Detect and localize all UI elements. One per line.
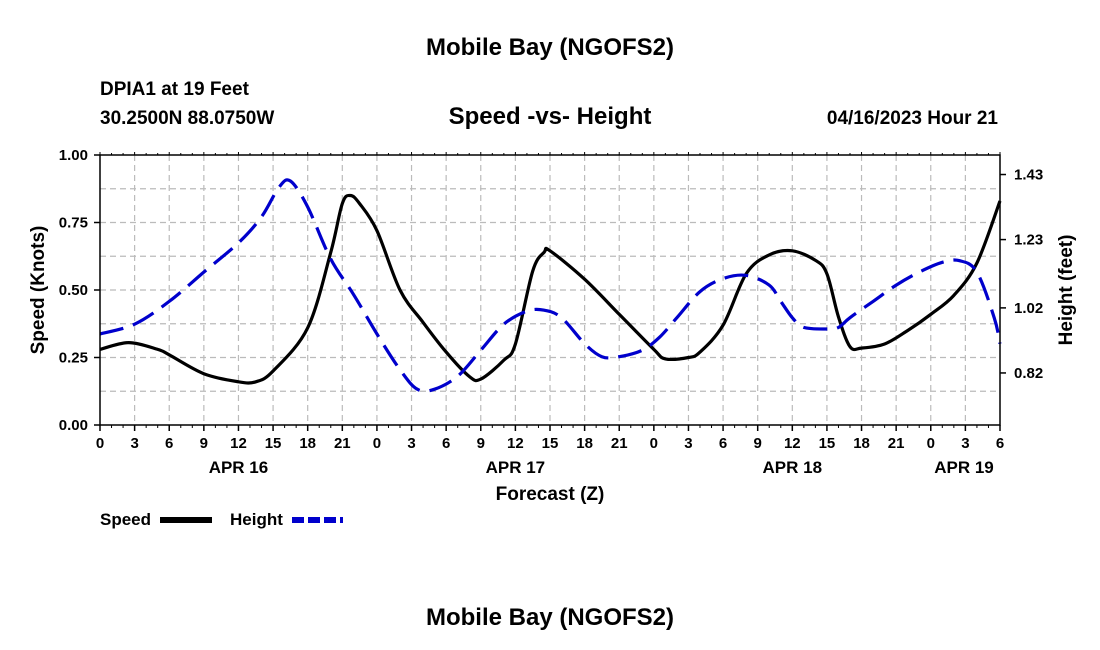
y2-tick-label: 1.23	[1014, 232, 1043, 249]
chart-title: Mobile Bay (NGOFS2)	[426, 34, 674, 61]
x-tick-label: 21	[334, 435, 351, 452]
x-axis-label: Forecast (Z)	[496, 484, 605, 505]
date-label: APR 17	[486, 458, 546, 477]
x-tick-label: 18	[853, 435, 870, 452]
axis-ticks: 0 3 6 9 12 15 18 21 0 3 6 9 12 15 18 21 0 3 6 9 12 15 18 21 0 3 6A…	[59, 147, 1043, 477]
x-tick-label: 6	[165, 435, 173, 452]
x-tick-label: 3	[961, 435, 969, 452]
x-tick-label: 12	[230, 435, 247, 452]
grid-lines	[100, 155, 1000, 425]
x-tick-label: 0	[96, 435, 104, 452]
x-tick-label: 12	[507, 435, 524, 452]
date-label: APR 16	[209, 458, 269, 477]
y2-axis-label: Height (feet)	[1056, 235, 1077, 346]
y-axis-label: Speed (Knots)	[28, 226, 49, 355]
x-tick-label: 18	[576, 435, 593, 452]
y2-tick-label: 0.82	[1014, 365, 1043, 382]
y-tick-label: 0.25	[59, 350, 88, 367]
y-tick-label: 0.75	[59, 215, 88, 232]
x-tick-label: 3	[130, 435, 138, 452]
footer-title: Mobile Bay (NGOFS2)	[426, 604, 674, 631]
forecast-datetime: 04/16/2023 Hour 21	[827, 108, 999, 129]
series-lines	[99, 178, 1002, 393]
x-tick-label: 0	[650, 435, 658, 452]
legend-speed-label: Speed	[100, 510, 151, 529]
y2-tick-label: 1.02	[1014, 300, 1043, 317]
x-tick-label: 3	[407, 435, 415, 452]
x-tick-label: 21	[611, 435, 628, 452]
x-tick-label: 0	[927, 435, 935, 452]
x-tick-label: 0	[373, 435, 381, 452]
chart-subtitle: Speed -vs- Height	[449, 103, 652, 130]
x-tick-label: 3	[684, 435, 692, 452]
y2-tick-label: 1.43	[1014, 167, 1043, 184]
x-tick-label: 15	[819, 435, 836, 452]
y-tick-label: 1.00	[59, 147, 88, 164]
x-tick-label: 18	[299, 435, 316, 452]
x-tick-label: 15	[265, 435, 282, 452]
x-tick-label: 9	[200, 435, 208, 452]
x-tick-label: 15	[542, 435, 559, 452]
date-label: APR 18	[763, 458, 823, 477]
x-tick-label: 9	[754, 435, 762, 452]
x-tick-label: 9	[477, 435, 485, 452]
series-line-height	[99, 178, 1002, 393]
y-tick-label: 0.50	[59, 282, 88, 299]
x-tick-label: 6	[996, 435, 1004, 452]
legend-height-label: Height	[230, 510, 283, 529]
station-label: DPIA1 at 19 Feet	[100, 79, 250, 100]
date-label: APR 19	[934, 458, 994, 477]
x-tick-label: 6	[442, 435, 450, 452]
series-line-speed	[99, 193, 1002, 385]
x-tick-label: 6	[719, 435, 727, 452]
x-tick-label: 12	[784, 435, 801, 452]
x-tick-label: 21	[888, 435, 905, 452]
location-label: 30.2500N 88.0750W	[100, 108, 274, 129]
y-tick-label: 0.00	[59, 417, 88, 434]
legend: Speed Height	[100, 510, 343, 529]
